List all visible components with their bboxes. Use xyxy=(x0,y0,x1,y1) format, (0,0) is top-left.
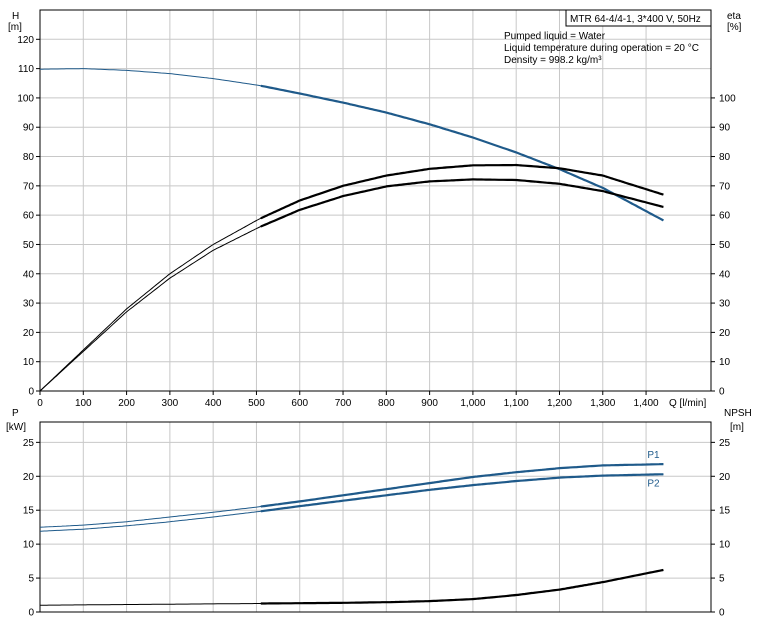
x-tick-label: 700 xyxy=(335,398,352,409)
upper-right-tick-label: 90 xyxy=(719,123,731,134)
upper-left-tick-label: 80 xyxy=(23,152,35,163)
x-tick-label: 1,200 xyxy=(547,398,572,409)
upper-right-tick-label: 20 xyxy=(719,328,731,339)
series-label-p2: P2 xyxy=(647,478,660,489)
upper-left-tick-label: 10 xyxy=(23,357,35,368)
lower-right-tick-label: 15 xyxy=(719,506,731,517)
lower-left-tick-label: 10 xyxy=(23,540,35,551)
x-tick-label: 1,000 xyxy=(460,398,485,409)
upper-right-tick-label: 50 xyxy=(719,240,731,251)
upper-left-tick-label: 100 xyxy=(17,93,34,104)
upper-right-tick-label: 80 xyxy=(719,152,731,163)
lower-right-tick-label: 20 xyxy=(719,472,731,483)
lower-left-tick-label: 15 xyxy=(23,506,35,517)
lower-left-tick-label: 0 xyxy=(28,608,34,619)
x-tick-label: 200 xyxy=(118,398,135,409)
upper-right-tick-label: 60 xyxy=(719,211,731,222)
upper-curve-eta_p1 xyxy=(39,164,664,392)
npsh-axis-label: NPSH xyxy=(724,408,752,419)
upper-curve-eta_p1-operating-range xyxy=(260,163,664,220)
upper-left-tick-label: 70 xyxy=(23,181,35,192)
upper-left-tick-label: 30 xyxy=(23,299,35,310)
title-box-frame xyxy=(565,9,712,27)
upper-right-tick-label: 10 xyxy=(719,357,731,368)
p-axis-unit: [kW] xyxy=(6,422,26,433)
lower-left-tick-label: 25 xyxy=(23,438,35,449)
eta-axis-unit: [%] xyxy=(727,22,742,33)
x-tick-label: 600 xyxy=(291,398,308,409)
lower-curve-p1 xyxy=(39,463,664,528)
series-label-p1: P1 xyxy=(647,450,660,461)
upper-right-tick-label: 70 xyxy=(719,181,731,192)
upper-left-tick-label: 20 xyxy=(23,328,35,339)
info-density: Density = 998.2 kg/m³ xyxy=(504,55,602,66)
power-npsh-panel: 0 5 10 15 20 25 0 5 10 15 20 25 P1 P2 xyxy=(23,421,731,619)
lower-curve-p2 xyxy=(39,473,664,532)
upper-left-tick-label: 40 xyxy=(23,269,35,280)
upper-left-tick-label: 60 xyxy=(23,211,35,222)
axis-titles: H [m] eta [%] Q [l/min] P [kW] NPSH [m] xyxy=(6,11,752,433)
eta-axis-label: eta xyxy=(727,11,741,22)
title-box: MTR 64-4/4-1, 3*400 V, 50Hz xyxy=(565,9,712,27)
upper-left-tick-label: 0 xyxy=(28,387,34,398)
upper-right-tick-label: 100 xyxy=(719,93,736,104)
upper-left-tick-label: 120 xyxy=(17,35,34,46)
x-tick-label: 800 xyxy=(378,398,395,409)
lower-frame xyxy=(39,421,712,613)
lower-curve-npsh-operating-range xyxy=(260,568,664,605)
x-tick-label: 100 xyxy=(75,398,92,409)
h-axis-unit: [m] xyxy=(8,22,22,33)
info-liquid-temperature: Liquid temperature during operation = 20… xyxy=(504,43,699,54)
x-tick-label: 1,300 xyxy=(590,398,615,409)
upper-curve-eta_p2 xyxy=(39,178,664,392)
h-axis-label: H xyxy=(12,11,19,22)
x-tick-label: 0 xyxy=(37,398,43,409)
x-tick-label: 300 xyxy=(162,398,179,409)
upper-frame xyxy=(39,9,712,392)
performance-panel: 0 10 20 30 40 50 60 70 80 90 100 110 120 0 10 20 30 40 50 6… xyxy=(17,9,736,409)
title-box-text: MTR 64-4/4-1, 3*400 V, 50Hz xyxy=(570,14,701,25)
lower-right-tick-label: 5 xyxy=(719,574,725,585)
upper-right-tick-label: 0 xyxy=(719,387,725,398)
p-axis-label: P xyxy=(12,408,19,419)
x-tick-label: 400 xyxy=(205,398,222,409)
npsh-axis-unit: [m] xyxy=(730,422,744,433)
upper-curve-h xyxy=(39,68,664,221)
upper-left-tick-label: 90 xyxy=(23,123,35,134)
upper-left-tick-label: 50 xyxy=(23,240,35,251)
upper-right-tick-label: 30 xyxy=(719,299,731,310)
lower-right-tick-label: 0 xyxy=(719,608,725,619)
upper-left-tick-label: 110 xyxy=(18,64,34,75)
upper-curve-h-operating-range xyxy=(260,84,664,222)
info-lines: Pumped liquid = Water Liquid temperature… xyxy=(504,31,699,66)
lower-right-tick-label: 25 xyxy=(719,438,731,449)
x-tick-label: 1,400 xyxy=(634,398,659,409)
upper-right-tick-label: 40 xyxy=(719,269,731,280)
lower-left-tick-label: 5 xyxy=(28,574,34,585)
lower-curve-p2-operating-range xyxy=(260,473,664,513)
lower-curve-p1-operating-range xyxy=(260,463,664,508)
upper-curve-eta_p2-operating-range xyxy=(260,178,664,228)
lower-right-tick-label: 10 xyxy=(719,540,731,551)
x-tick-label: 900 xyxy=(421,398,438,409)
x-tick-label: 500 xyxy=(248,398,265,409)
x-tick-label: 1,100 xyxy=(504,398,529,409)
q-axis-label: Q [l/min] xyxy=(669,398,706,409)
info-pumped-liquid: Pumped liquid = Water xyxy=(504,31,606,42)
lower-left-tick-label: 20 xyxy=(23,472,35,483)
